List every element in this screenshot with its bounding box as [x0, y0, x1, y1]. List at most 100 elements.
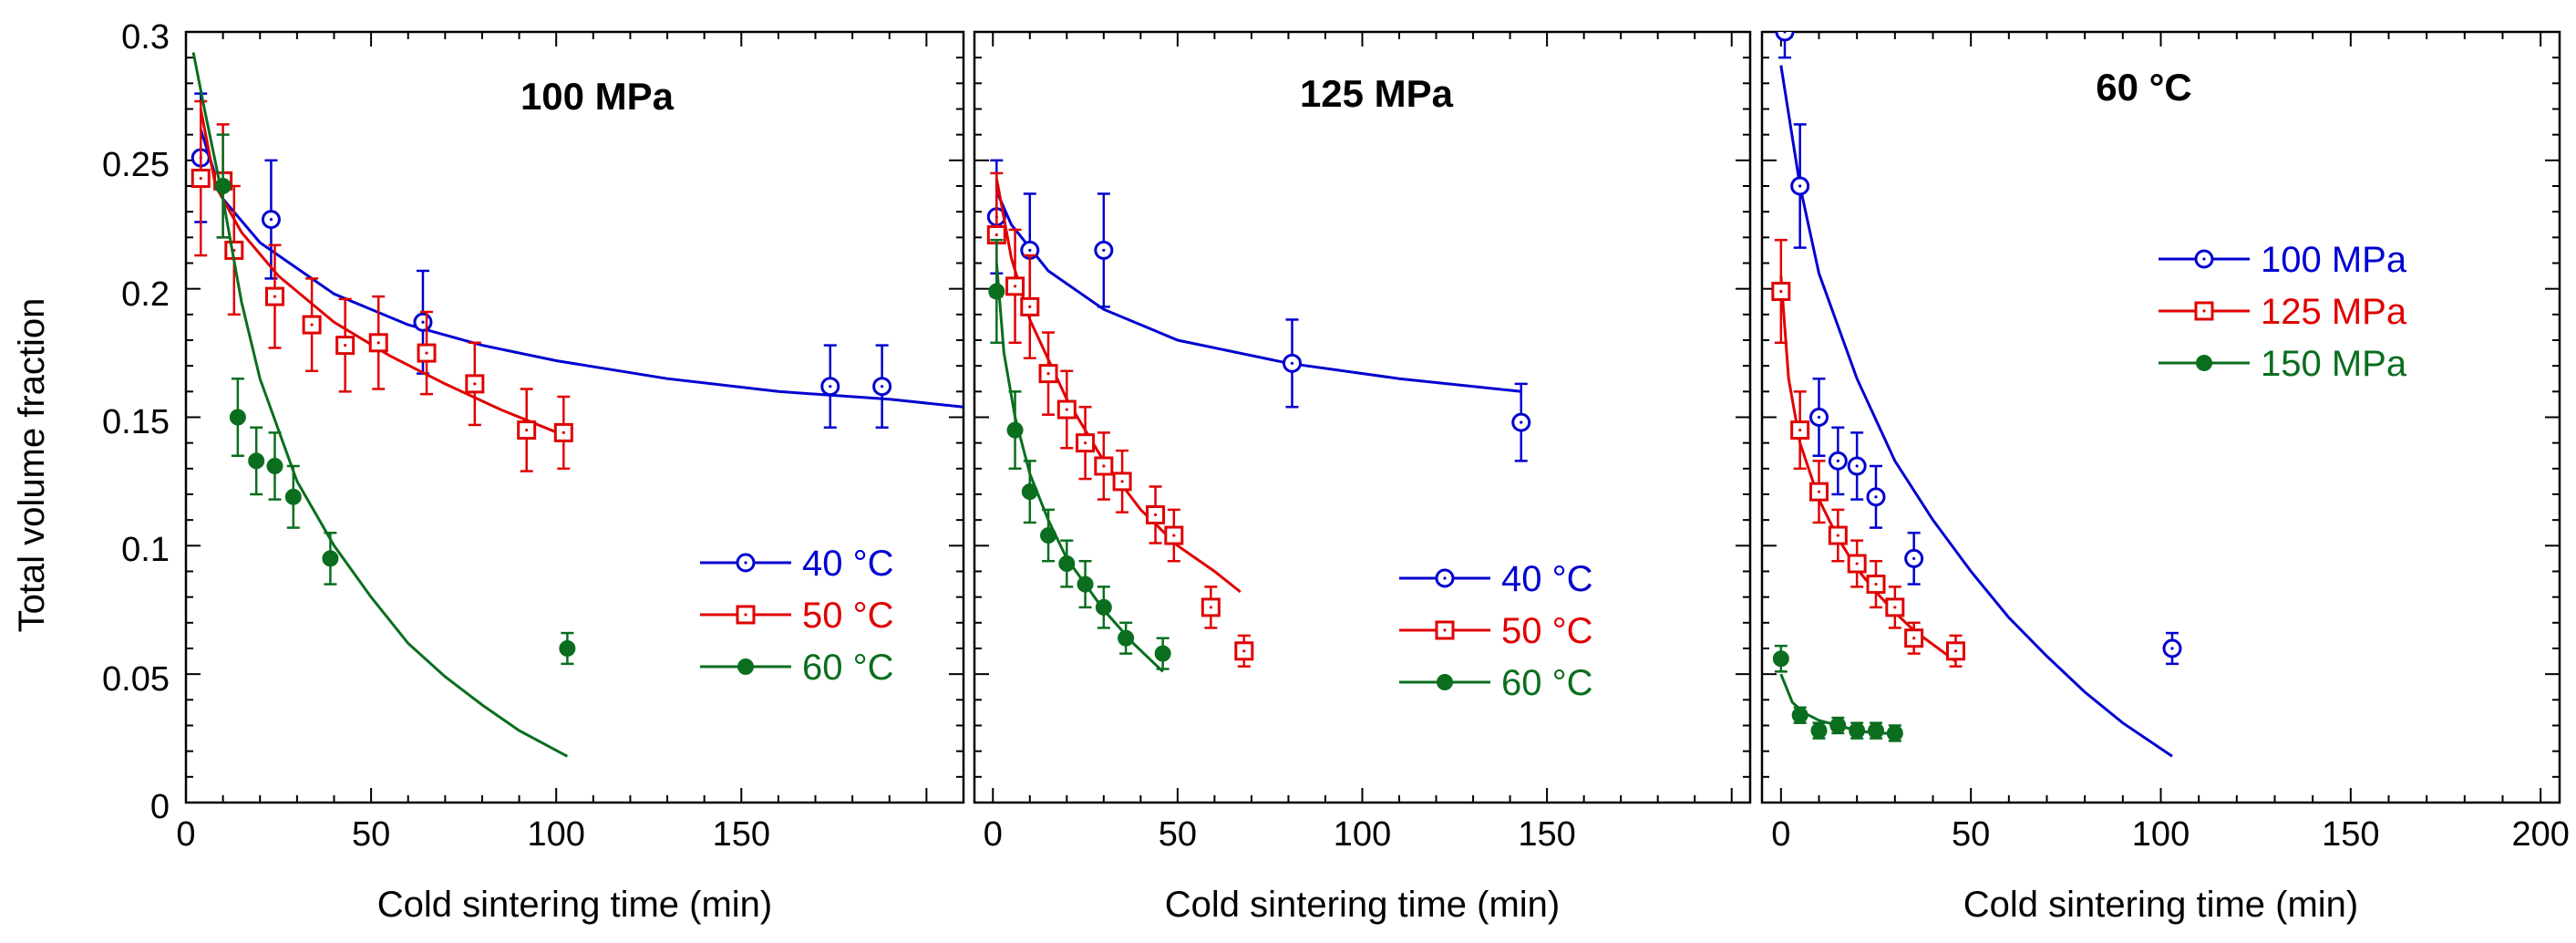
y-tick-label: 0 [150, 788, 170, 826]
data-point-center [1912, 637, 1916, 640]
x-tick-label: 100 [2132, 815, 2190, 854]
data-point [1810, 722, 1828, 740]
data-point-center [1798, 428, 1802, 432]
legend-marker-center [2202, 257, 2206, 261]
fit-line [191, 52, 569, 758]
data-point-center [199, 176, 202, 181]
data-point-center [473, 382, 477, 386]
x-tick-label: 150 [2322, 815, 2379, 854]
data-point-center [1028, 305, 1032, 308]
legend-marker-center [1443, 576, 1447, 580]
panel-2: 0 50 100 150 Cold sintering time (min) 125 MP… [973, 30, 1752, 925]
panel-3: 0 50 100 150 200 Cold sintering time (min) 60 … [1760, 30, 2570, 925]
fit-line [1779, 65, 2173, 758]
data-point-center [829, 385, 832, 389]
data-point-center [1893, 606, 1897, 609]
data-point-center [1836, 459, 1839, 462]
fit-line [994, 190, 1521, 393]
x-tick-label: 150 [713, 815, 770, 854]
legend-label: 60 °C [802, 648, 894, 688]
data-point [266, 458, 283, 475]
x-tick-label: 50 [1952, 815, 1990, 854]
data-point-center [994, 233, 998, 237]
data-point-center [1172, 534, 1176, 537]
plot-area [191, 52, 963, 758]
y-tick-label: 0.05 [102, 660, 170, 699]
data-point-center [1102, 248, 1106, 253]
data-point [1118, 629, 1135, 647]
data-point [1791, 707, 1808, 724]
y-tick-label: 0.1 [121, 531, 170, 569]
data-point-center [344, 344, 347, 347]
data-point-center [1912, 556, 1916, 561]
plot-area [1771, 32, 2182, 758]
legend: 100 MPa 125 MPa 150 MPa [2159, 240, 2407, 384]
data-point-center [525, 428, 529, 432]
data-point-center [1874, 582, 1878, 586]
data-point [1077, 575, 1094, 593]
x-tick-label: 200 [2511, 815, 2569, 854]
y-tick-label: 0.3 [121, 18, 170, 57]
plot-frame [1760, 30, 2561, 804]
legend-label: 50 °C [802, 596, 894, 636]
data-point-center [425, 351, 428, 355]
data-point-center [1783, 32, 1787, 34]
legend-marker-center [2202, 309, 2206, 313]
data-point-center [1817, 415, 1821, 420]
y-tick-label: 0.2 [121, 275, 170, 314]
data-point [1154, 645, 1171, 662]
data-point-center [1798, 184, 1802, 188]
data-point-center [1874, 495, 1878, 499]
data-point-center [1836, 534, 1839, 537]
fit-line [199, 109, 564, 437]
panel-title: 125 MPa [1300, 72, 1454, 115]
x-tick-label: 50 [352, 815, 390, 854]
data-point [1095, 598, 1112, 616]
legend-marker [1437, 674, 1453, 690]
series-1 [191, 92, 963, 430]
data-point-center [1817, 490, 1821, 493]
data-point-center [273, 295, 277, 298]
data-point-center [1779, 289, 1783, 294]
data-point [284, 488, 302, 505]
data-point [1772, 650, 1789, 668]
data-point [1868, 722, 1884, 740]
x-axis-label: Cold sintering time (min) [1165, 885, 1560, 925]
x-tick-label: 150 [1518, 815, 1575, 854]
plot-frame [973, 30, 1752, 804]
data-point-center [1102, 464, 1106, 468]
legend-label: 60 °C [1501, 663, 1593, 703]
legend-marker-center [1443, 628, 1447, 632]
data-point-center [1290, 361, 1294, 365]
data-point-center [1028, 248, 1032, 253]
legend-label: 40 °C [802, 544, 894, 584]
legend: 40 °C 50 °C 60 °C [1399, 559, 1593, 703]
data-point [1006, 421, 1024, 439]
data-point-center [269, 218, 273, 222]
data-point-center [421, 320, 425, 324]
data-point [229, 409, 246, 426]
data-point-center [310, 323, 314, 326]
legend-marker [737, 658, 754, 675]
legend-label: 50 °C [1501, 611, 1593, 651]
data-point-center [2170, 647, 2174, 650]
legend-marker [2196, 355, 2212, 371]
y-tick-label: 0.15 [102, 403, 170, 441]
x-axis-label: Cold sintering time (min) [377, 885, 772, 925]
data-point [1775, 32, 1795, 42]
fit-line [994, 178, 1242, 594]
data-point-center [1209, 606, 1212, 609]
data-point [559, 640, 576, 657]
data-point [1040, 527, 1057, 544]
data-point-center [1013, 285, 1017, 288]
data-point [248, 452, 265, 470]
data-point-center [1855, 562, 1859, 565]
legend-marker-center [744, 561, 747, 565]
plot-area [986, 159, 1531, 673]
x-tick-label: 50 [1159, 815, 1197, 854]
fit-line [199, 129, 963, 409]
data-point-center [1242, 649, 1246, 653]
x-axis-label: Cold sintering time (min) [1963, 885, 2358, 925]
x-tick-label: 100 [527, 815, 584, 854]
